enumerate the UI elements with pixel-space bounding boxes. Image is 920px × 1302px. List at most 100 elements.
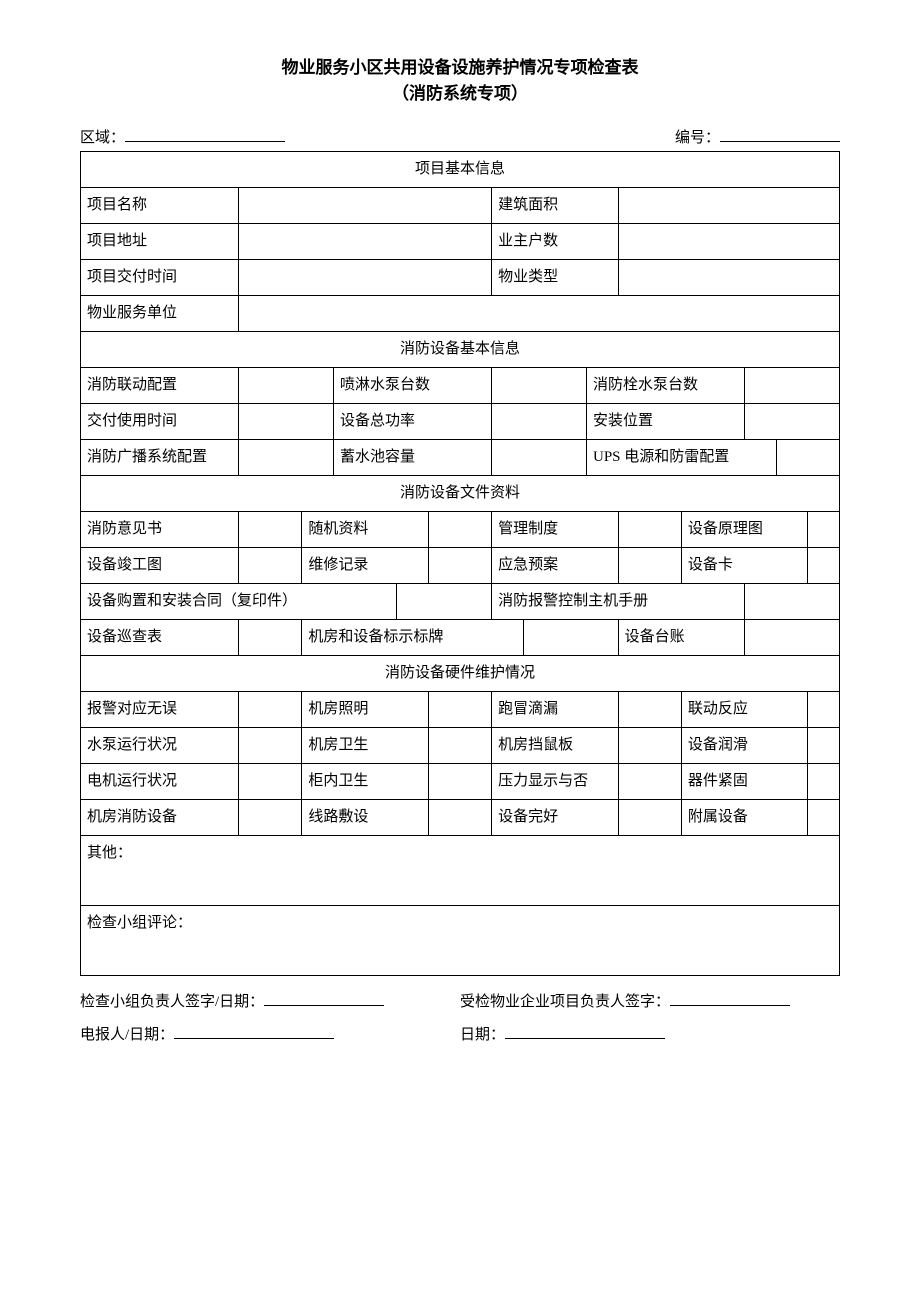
val-linkage-react bbox=[808, 692, 840, 728]
val-alarm-manual bbox=[745, 584, 840, 620]
label-broadcast-config: 消防广播系统配置 bbox=[81, 440, 239, 476]
val-total-power bbox=[492, 404, 587, 440]
label-motor-status: 电机运行状况 bbox=[81, 764, 239, 800]
val-fastening bbox=[808, 764, 840, 800]
footer-block: 检查小组负责人签字/日期： 受检物业企业项目负责人签字： 电报人/日期： 日期： bbox=[80, 986, 840, 1052]
label-schematic: 设备原理图 bbox=[681, 512, 808, 548]
label-project-name: 项目名称 bbox=[81, 188, 239, 224]
val-fire-opinion bbox=[239, 512, 302, 548]
date-blank bbox=[505, 1024, 665, 1039]
label-owner-count: 业主户数 bbox=[492, 224, 619, 260]
val-equip-intact bbox=[618, 800, 681, 836]
val-mouse-guard bbox=[618, 728, 681, 764]
date-field: 日期： bbox=[460, 1019, 665, 1052]
reporter-label: 电报人/日期： bbox=[80, 1019, 174, 1052]
val-reservoir-capacity bbox=[492, 440, 587, 476]
val-hydrant-pumps bbox=[745, 368, 840, 404]
label-equip-card: 设备卡 bbox=[681, 548, 808, 584]
val-project-name bbox=[239, 188, 492, 224]
val-mgmt-rules bbox=[618, 512, 681, 548]
label-aux-equip: 附属设备 bbox=[681, 800, 808, 836]
label-delivery-time: 项目交付时间 bbox=[81, 260, 239, 296]
section-basic-info: 项目基本信息 bbox=[81, 152, 840, 188]
val-project-address bbox=[239, 224, 492, 260]
serial-blank bbox=[720, 127, 840, 142]
title-line1: 物业服务小区共用设备设施养护情况专项检查表 bbox=[80, 55, 840, 81]
label-purchase-contract: 设备购置和安装合同（复印件） bbox=[81, 584, 397, 620]
val-equip-card bbox=[808, 548, 840, 584]
label-building-area: 建筑面积 bbox=[492, 188, 619, 224]
inspected-sign-field: 受检物业企业项目负责人签字： bbox=[460, 986, 790, 1019]
val-equip-ledger bbox=[745, 620, 840, 656]
val-random-docs bbox=[428, 512, 491, 548]
val-delivery-time bbox=[239, 260, 492, 296]
val-asbuilt bbox=[239, 548, 302, 584]
label-other: 其他： bbox=[81, 836, 840, 906]
date-label: 日期： bbox=[460, 1019, 505, 1052]
label-asbuilt: 设备竣工图 bbox=[81, 548, 239, 584]
val-property-type bbox=[618, 260, 839, 296]
label-equip-lube: 设备润滑 bbox=[681, 728, 808, 764]
serial-field: 编号： bbox=[675, 126, 840, 147]
serial-label: 编号： bbox=[675, 126, 720, 147]
label-wiring: 线路敷设 bbox=[302, 800, 429, 836]
label-equip-ledger: 设备台账 bbox=[618, 620, 745, 656]
label-cabinet-hygiene: 柜内卫生 bbox=[302, 764, 429, 800]
label-random-docs: 随机资料 bbox=[302, 512, 429, 548]
label-equip-intact: 设备完好 bbox=[492, 800, 619, 836]
val-wiring bbox=[428, 800, 491, 836]
reporter-field: 电报人/日期： bbox=[80, 1019, 460, 1052]
val-room-signage bbox=[523, 620, 618, 656]
val-repair-log bbox=[428, 548, 491, 584]
val-service-unit bbox=[239, 296, 840, 332]
leader-sign-field: 检查小组负责人签字/日期： bbox=[80, 986, 460, 1019]
label-leakage: 跑冒滴漏 bbox=[492, 692, 619, 728]
section-docs: 消防设备文件资料 bbox=[81, 476, 840, 512]
val-schematic bbox=[808, 512, 840, 548]
val-pressure-display bbox=[618, 764, 681, 800]
label-pump-status: 水泵运行状况 bbox=[81, 728, 239, 764]
label-room-lighting: 机房照明 bbox=[302, 692, 429, 728]
label-alarm-manual: 消防报警控制主机手册 bbox=[492, 584, 745, 620]
val-cabinet-hygiene bbox=[428, 764, 491, 800]
val-broadcast-config bbox=[239, 440, 334, 476]
label-handover-time: 交付使用时间 bbox=[81, 404, 239, 440]
label-emergency-plan: 应急预案 bbox=[492, 548, 619, 584]
label-alarm-ok: 报警对应无误 bbox=[81, 692, 239, 728]
label-room-hygiene: 机房卫生 bbox=[302, 728, 429, 764]
val-pump-status bbox=[239, 728, 302, 764]
label-repair-log: 维修记录 bbox=[302, 548, 429, 584]
label-project-address: 项目地址 bbox=[81, 224, 239, 260]
reporter-blank bbox=[174, 1024, 334, 1039]
header-row: 区域： 编号： bbox=[80, 126, 840, 147]
label-service-unit: 物业服务单位 bbox=[81, 296, 239, 332]
val-linkage-config bbox=[239, 368, 334, 404]
val-emergency-plan bbox=[618, 548, 681, 584]
val-install-pos bbox=[745, 404, 840, 440]
val-leakage bbox=[618, 692, 681, 728]
val-handover-time bbox=[239, 404, 334, 440]
section-hardware: 消防设备硬件维护情况 bbox=[81, 656, 840, 692]
label-total-power: 设备总功率 bbox=[334, 404, 492, 440]
val-patrol-sheet bbox=[239, 620, 302, 656]
label-hydrant-pumps: 消防栓水泵台数 bbox=[587, 368, 745, 404]
val-equip-lube bbox=[808, 728, 840, 764]
label-comments: 检查小组评论： bbox=[81, 906, 840, 976]
label-ups-lightning: UPS 电源和防雷配置 bbox=[587, 440, 777, 476]
val-purchase-contract bbox=[397, 584, 492, 620]
val-room-hygiene bbox=[428, 728, 491, 764]
label-property-type: 物业类型 bbox=[492, 260, 619, 296]
label-fastening: 器件紧固 bbox=[681, 764, 808, 800]
label-room-fire-equip: 机房消防设备 bbox=[81, 800, 239, 836]
val-room-fire-equip bbox=[239, 800, 302, 836]
val-building-area bbox=[618, 188, 839, 224]
label-install-pos: 安装位置 bbox=[587, 404, 745, 440]
label-pressure-display: 压力显示与否 bbox=[492, 764, 619, 800]
label-spray-pumps: 喷淋水泵台数 bbox=[334, 368, 492, 404]
region-label: 区域： bbox=[80, 126, 125, 147]
label-linkage-react: 联动反应 bbox=[681, 692, 808, 728]
val-owner-count bbox=[618, 224, 839, 260]
val-aux-equip bbox=[808, 800, 840, 836]
label-patrol-sheet: 设备巡查表 bbox=[81, 620, 239, 656]
leader-sign-label: 检查小组负责人签字/日期： bbox=[80, 986, 264, 1019]
